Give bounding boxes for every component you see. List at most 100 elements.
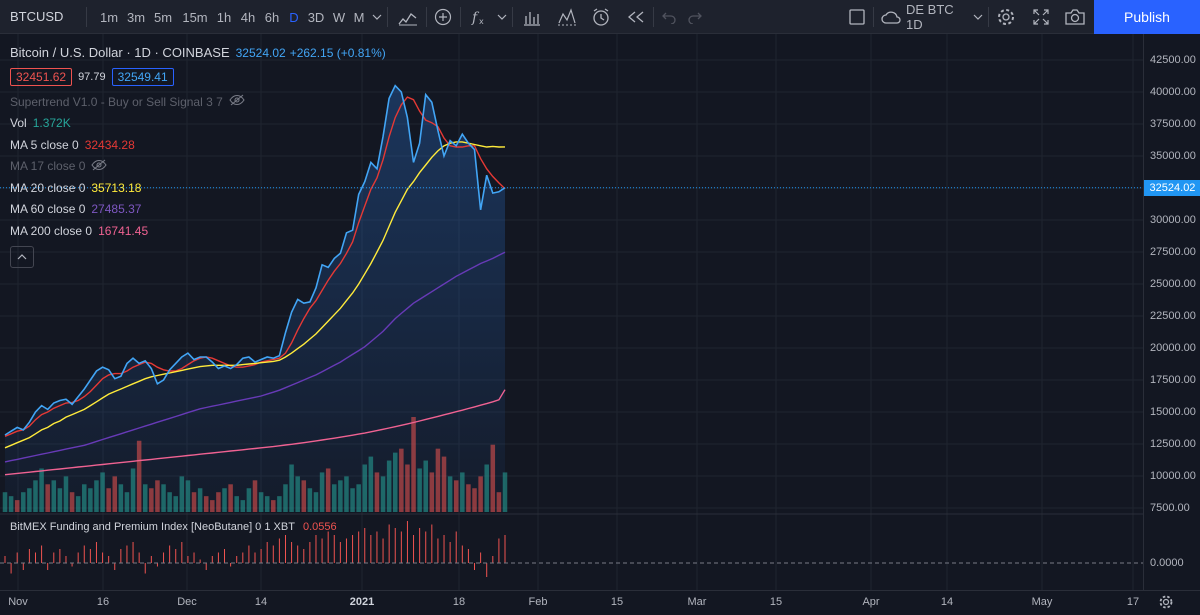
legend-ma60[interactable]: MA 60 close 0 27485.37 [10,199,392,221]
price-change: +262.15 (+0.81%) [289,45,386,60]
eye-crossed-icon[interactable] [91,159,108,174]
eye-crossed-icon[interactable] [229,94,245,109]
add-compare-icon[interactable] [433,0,453,34]
volume-bar [228,484,233,512]
ma20-value: 35713.18 [91,180,142,195]
funding-scale-label: 0.0000 [1150,557,1184,569]
legend-volume[interactable]: Vol 1.372K [10,113,392,135]
camera-icon[interactable] [1063,0,1087,34]
layout-name[interactable]: DE BTC 1D [906,2,954,32]
price-scale-label: 25000.00 [1150,278,1196,290]
volume-bar [411,417,416,512]
interval-1h[interactable]: 1h [216,9,232,25]
chart-canvas[interactable] [0,34,1143,590]
interval-w[interactable]: W [332,9,346,25]
volume-bar [264,496,270,512]
interval-m[interactable]: M [353,9,365,25]
volume-bars [2,417,508,512]
settings-icon[interactable] [995,0,1017,34]
volume-bar [197,488,203,512]
volume-bar [118,484,124,512]
volume-bar [405,464,410,512]
volume-bar [417,468,422,512]
volume-bar [2,492,8,512]
funding-index-legend[interactable]: BitMEX Funding and Premium Index [NeoBut… [10,521,342,533]
ma20-line [4,141,506,449]
funding-index-label: BitMEX Funding and Premium Index [NeoBut… [10,521,295,533]
legend-supertrend[interactable]: Supertrend V1.0 - Buy or Sell Signal 3 7 [10,91,392,113]
alert-icon[interactable] [589,0,613,34]
legend-ma17[interactable]: MA 17 close 0 [10,156,392,178]
ma200-value: 16741.45 [98,223,149,238]
interval-15m[interactable]: 15m [182,9,208,25]
toolbar-divider [512,7,513,27]
legend-ma200[interactable]: MA 200 close 0 16741.45 [10,220,392,242]
chart-legend: Bitcoin / U.S. Dollar · 1D · COINBASE 32… [10,42,392,268]
volume-bar [149,488,154,512]
time-scale-label: 15 [610,596,624,608]
cloud-icon[interactable] [880,0,902,34]
volume-bar [142,484,148,512]
interval-d[interactable]: D [289,9,299,25]
price-scale[interactable]: 42500.0040000.0037500.0035000.0032500.00… [1143,34,1200,590]
interval-3d[interactable]: 3D [307,9,325,25]
templates-icon[interactable] [555,0,579,34]
funding-index-bars [4,521,506,577]
volume-bar [368,456,374,512]
chevron-down-icon[interactable] [497,0,507,34]
volume-bar [130,468,136,512]
bid-price[interactable]: 32451.62 [10,68,73,87]
ask-price[interactable]: 32549.41 [111,68,174,87]
interval-6h[interactable]: 6h [264,9,280,25]
funding-index-value: 0.0556 [303,521,337,533]
series-title[interactable]: Bitcoin / U.S. Dollar · 1D · COINBASE [10,45,230,61]
volume-bar [167,492,172,512]
spread-value: 97.79 [78,71,106,84]
volume-bar [185,480,191,512]
volume-bar [88,488,93,512]
volume-bar [490,444,496,512]
time-scale-label: Feb [528,596,548,608]
publish-button[interactable]: Publish [1094,0,1200,34]
bar-style-icon[interactable] [397,0,419,34]
undo-icon[interactable] [660,0,678,34]
time-scale-label: 18 [452,596,466,608]
volume-bar [466,484,471,512]
gear-icon[interactable] [1158,594,1174,615]
volume-bar [112,476,118,512]
replay-icon[interactable] [625,0,647,34]
redo-icon[interactable] [686,0,704,34]
toolbar-divider [653,7,654,27]
volume-bar [374,472,380,512]
volume-bar [155,480,160,512]
legend-ma5[interactable]: MA 5 close 0 32434.28 [10,134,392,156]
toolbar-divider [86,7,87,27]
chevron-down-icon[interactable] [372,0,382,34]
financials-icon[interactable] [521,0,543,34]
interval-3m[interactable]: 3m [126,9,146,25]
toolbar-divider [387,7,388,27]
symbol-search-button[interactable]: BTCUSD [10,9,64,24]
volume-bar [435,448,441,512]
interval-4h[interactable]: 4h [240,9,256,25]
price-area-fill [5,85,505,512]
interval-1m[interactable]: 1m [99,9,119,25]
volume-bar [271,500,276,512]
chevron-down-icon[interactable] [973,0,983,34]
legend-ma20[interactable]: MA 20 close 0 35713.18 [10,177,392,199]
fullscreen-square-icon[interactable] [847,0,867,34]
volume-bar [27,488,32,512]
price-scale-label: 20000.00 [1150,342,1196,354]
volume-bar [222,488,227,512]
bid-ask-row: 32451.62 97.79 32549.41 [10,67,392,89]
toolbar-divider [426,7,427,27]
interval-5m[interactable]: 5m [153,9,173,25]
expand-icon[interactable] [1030,0,1052,34]
time-scale-label: May [1031,596,1053,608]
volume-bar [124,492,130,512]
volume-bar [484,464,489,512]
time-scale[interactable]: Nov 16 Dec 14 2021 18 Feb 15 Mar 15 Apr 14 May 17 [0,590,1200,613]
legend-collapse-button[interactable] [10,245,34,268]
volume-bar [258,492,264,512]
